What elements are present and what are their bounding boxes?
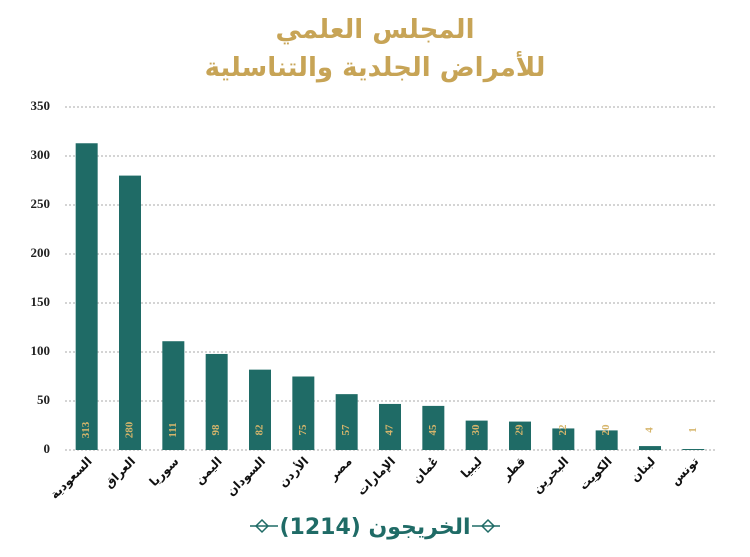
x-tick-label: الأردن <box>275 454 311 490</box>
value-label: 45 <box>427 424 439 436</box>
bar <box>422 405 445 450</box>
bar <box>162 341 185 450</box>
chart-title: المجلس العلمي <box>276 15 475 45</box>
x-tick-label: تونس <box>668 454 702 488</box>
y-tick-label: 300 <box>31 147 51 162</box>
value-label: 98 <box>210 424 222 436</box>
x-tick-label: السودان <box>224 454 269 499</box>
value-label: 313 <box>80 421 92 438</box>
footer-ornament <box>250 518 500 534</box>
value-label: 75 <box>297 424 309 436</box>
y-tick-label: 200 <box>31 245 51 260</box>
bar <box>335 394 358 450</box>
bar <box>119 175 141 450</box>
y-tick-label: 0 <box>44 441 51 456</box>
y-tick-label: 250 <box>31 196 51 211</box>
y-tick-label: 50 <box>37 392 50 407</box>
y-tick-label: 150 <box>31 294 51 309</box>
bar <box>205 353 228 450</box>
x-tick-label: ليبيا <box>458 454 485 481</box>
bar <box>595 430 618 450</box>
y-tick-label: 100 <box>31 343 51 358</box>
value-label: 20 <box>600 424 612 436</box>
value-label: 1 <box>687 427 699 433</box>
x-tick-label: قطر <box>498 454 528 484</box>
x-tick-label: الإمارات <box>354 454 398 498</box>
value-label: 22 <box>557 424 569 436</box>
x-tick-label: الكويت <box>576 454 615 493</box>
bar <box>379 403 401 450</box>
bar <box>682 449 705 450</box>
bar <box>75 143 98 450</box>
x-tick-label: اليمن <box>192 454 225 487</box>
x-tick-label: سوريا <box>147 454 183 490</box>
footer-label: الخريجون (1214) <box>279 515 470 540</box>
value-label: 4 <box>644 427 656 433</box>
value-label: 29 <box>514 424 526 436</box>
x-tick-label: السعودية <box>47 454 95 502</box>
x-tick-label: البحرين <box>530 454 572 496</box>
value-label: 280 <box>124 421 136 438</box>
x-tick-label: العراق <box>102 454 139 491</box>
bar <box>249 369 271 450</box>
y-tick-label: 350 <box>31 98 51 113</box>
value-label: 57 <box>340 424 352 436</box>
x-tick-label: مصر <box>325 454 354 483</box>
bar <box>509 421 531 450</box>
x-tick-label: لبنان <box>628 454 658 484</box>
chart-title: للأمراض الجلدية والتناسلية <box>205 51 546 83</box>
bar <box>552 428 575 450</box>
bar <box>292 376 315 450</box>
x-tick-label: عُمان <box>410 454 442 486</box>
bar <box>639 446 661 450</box>
value-label: 30 <box>470 424 482 436</box>
bar <box>465 420 488 450</box>
value-label: 82 <box>254 424 266 436</box>
value-label: 111 <box>167 422 179 437</box>
value-label: 47 <box>384 424 396 436</box>
